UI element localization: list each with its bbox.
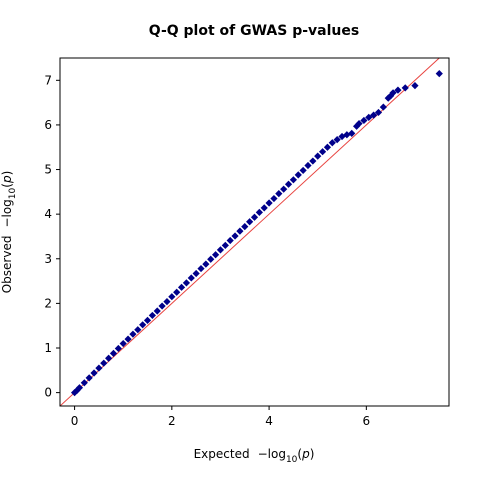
data-point: [353, 122, 361, 130]
data-point: [187, 274, 195, 282]
data-point: [250, 213, 259, 221]
data-point: [304, 161, 312, 170]
data-point: [221, 241, 229, 249]
data-point: [73, 386, 81, 394]
data-point: [216, 246, 225, 254]
reference-line: [60, 58, 441, 406]
data-point: [80, 379, 88, 387]
data-point: [70, 389, 79, 397]
data-point: [158, 302, 166, 310]
data-point: [338, 132, 346, 141]
data-point: [139, 321, 147, 329]
data-point: [129, 330, 137, 338]
data-point: [226, 236, 234, 245]
data-point: [246, 218, 254, 226]
x-axis-label-var: p: [301, 447, 310, 461]
data-point: [207, 255, 215, 263]
data-point: [231, 232, 239, 240]
data-point: [289, 176, 297, 184]
data-point: [90, 369, 98, 377]
data-point: [119, 339, 127, 348]
data-point: [212, 251, 220, 259]
data-point: [105, 354, 113, 362]
y-axis-label: Observed−log10(p): [0, 171, 18, 294]
data-point: [100, 359, 108, 367]
y-axis: 0 1 2 3 4 5 6 7: [44, 73, 60, 400]
data-point: [294, 171, 302, 179]
data-point: [134, 326, 142, 334]
data-point: [255, 208, 263, 216]
x-tick-label: 6: [363, 414, 371, 428]
y-tick-label: 6: [44, 118, 52, 132]
data-point: [370, 111, 378, 119]
data-point: [241, 223, 249, 231]
data-point: [411, 82, 419, 90]
data-point: [348, 129, 356, 137]
y-axis-label-var: p: [0, 175, 14, 184]
data-point: [314, 152, 322, 160]
data-point: [95, 364, 103, 372]
y-tick-label: 2: [44, 296, 52, 310]
y-axis-label-sub: 10: [8, 187, 18, 199]
data-point: [124, 335, 132, 343]
data-point: [192, 269, 200, 278]
data-point: [394, 86, 402, 94]
data-point: [389, 89, 397, 97]
data-point: [163, 298, 171, 306]
y-tick-label: 4: [44, 207, 52, 221]
y-axis-label-prefix: Observed: [0, 236, 14, 294]
x-axis: 0 2 4 6: [71, 406, 370, 428]
x-tick-label: 4: [265, 414, 273, 428]
data-point: [143, 316, 152, 324]
data-point: [275, 190, 283, 198]
data-point: [318, 148, 327, 156]
data-point: [148, 311, 156, 320]
data-point: [153, 307, 161, 315]
data-point: [280, 185, 288, 193]
data-point: [182, 279, 191, 287]
data-point: [365, 113, 373, 121]
data-point: [374, 108, 383, 117]
data-point: [355, 119, 363, 128]
data-point: [387, 92, 395, 100]
data-point: [333, 136, 341, 144]
y-tick-label: 1: [44, 341, 52, 355]
data-point: [85, 374, 93, 382]
data-point: [299, 166, 307, 175]
data-point: [270, 194, 278, 203]
y-tick-label: 7: [44, 73, 52, 87]
data-point: [109, 349, 118, 357]
data-point: [323, 143, 332, 151]
data-point: [75, 384, 84, 392]
data-point: [379, 103, 387, 111]
x-axis-label: Expected −log10(p): [194, 447, 315, 465]
data-point: [177, 283, 186, 291]
x-tick-label: 2: [168, 414, 176, 428]
data-point: [173, 288, 181, 296]
data-point: [401, 84, 409, 92]
data-point: [265, 199, 273, 207]
x-axis-label-sub: 10: [286, 455, 298, 465]
data-points: [70, 70, 443, 397]
chart-title: Q-Q plot of GWAS p-values: [149, 23, 359, 39]
data-point: [435, 70, 443, 78]
x-tick-label: 0: [71, 414, 79, 428]
data-point: [309, 157, 317, 165]
data-point: [236, 227, 244, 235]
data-point: [114, 344, 122, 353]
y-tick-label: 3: [44, 252, 52, 266]
data-point: [360, 116, 368, 125]
y-tick-label: 5: [44, 163, 52, 177]
data-point: [328, 139, 336, 147]
data-point: [284, 180, 293, 188]
x-axis-label-prefix: Expected: [194, 447, 250, 461]
data-point: [202, 260, 210, 268]
data-point: [197, 264, 205, 273]
plot-area: [59, 57, 450, 407]
data-point: [168, 293, 176, 301]
y-tick-label: 0: [44, 386, 52, 400]
data-point: [260, 204, 268, 212]
plot-frame: [59, 57, 450, 407]
